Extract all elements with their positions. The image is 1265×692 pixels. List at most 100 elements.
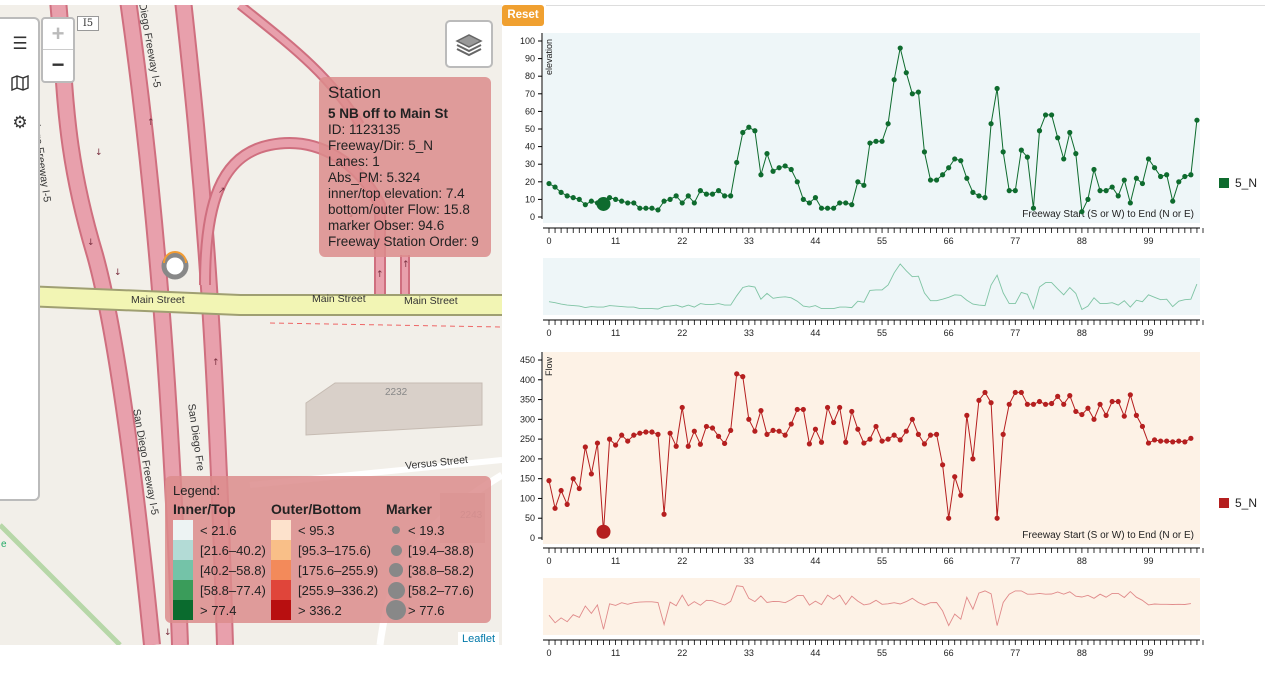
y-tick-label: 250 [520,434,535,444]
data-point [1012,188,1018,194]
data-point [812,195,819,201]
data-point [1079,411,1085,418]
legend-swatch [173,580,193,600]
data-point [637,430,643,436]
x-tick-label: 55 [877,328,887,338]
data-point [770,427,776,434]
charts-area[interactable]: 0 10 20 30 40 50 60 70 80 90 100 elevation Freeway S… [505,0,1265,692]
data-point [855,179,861,185]
map-edge-letter: e [1,539,7,550]
data-point [909,416,915,422]
data-point [933,431,940,437]
data-point [885,436,891,442]
legend-label: [175.6–255.9) [298,562,379,578]
legend-swatch [271,540,291,560]
gear-icon[interactable]: ⚙ [12,113,28,132]
data-point [952,156,958,162]
layers-button[interactable] [445,20,493,68]
data-point [703,423,710,430]
popup-title: Station [328,83,381,102]
x-tick-label: 88 [1077,236,1087,246]
data-point [1036,398,1043,405]
chart-background [543,352,1200,544]
y-tick-label: 450 [520,355,535,365]
data-point [788,421,794,427]
data-point [1194,117,1200,123]
data-point [1006,401,1012,407]
leaflet-attribution[interactable]: Leaflet [458,632,500,645]
y-axis-label: elevation [544,39,554,75]
data-point [570,476,576,482]
popup-line: Freeway/Dir: 5_N [328,138,434,153]
legend-swatch [173,560,193,580]
legend-marker-dot [387,581,405,599]
data-point [1055,393,1061,399]
legend-swatch [173,600,193,620]
mini-series-line [548,263,1198,311]
svg-text:↓: ↓ [114,268,122,278]
map[interactable]: ↑↓↓ ↑↓↓ ↗↑↑ ↘↓ Main Street Main Street M… [0,5,502,645]
data-point [1145,440,1152,446]
data-point [655,207,661,213]
data-point [927,432,934,438]
data-point [1085,405,1091,411]
data-point [915,89,921,95]
data-point [1067,393,1073,399]
data-point [722,193,728,199]
map-icon[interactable] [9,72,31,94]
menu-icon[interactable]: ☰ [12,34,28,53]
chart-legend-flow: 5_N [1219,496,1257,510]
y-tick-label: 150 [520,474,535,484]
data-point [1073,151,1079,157]
data-point [1067,129,1073,136]
svg-text:↓: ↓ [95,148,103,158]
data-point [1164,438,1170,444]
x-tick-label: 0 [546,556,551,566]
y-tick-label: 60 [525,106,535,116]
data-point [885,121,891,127]
data-point [1018,389,1024,396]
data-point [1061,156,1067,162]
data-point [873,138,879,144]
data-point [1182,439,1188,445]
y-tick-label: 400 [520,375,535,385]
data-point [558,487,564,494]
data-point [1115,193,1121,199]
data-point [1073,408,1079,415]
data-point [758,408,764,414]
data-point [746,416,752,422]
zoom-in-button[interactable]: + [43,19,73,50]
mini-chart-background [543,578,1200,635]
data-point [861,440,867,446]
data-point [740,129,746,136]
data-point [1127,392,1133,398]
y-tick-label: 0 [530,533,535,543]
popup-line: bottom/outer Flow: 15.8 [328,202,470,217]
data-point [1109,398,1115,405]
x-tick-label: 77 [1010,328,1020,338]
data-point [1024,401,1030,407]
data-point [631,200,637,206]
x-tick-label: 77 [1010,556,1020,566]
zoom-out-button[interactable]: − [51,52,65,77]
reset-button[interactable]: Reset [502,5,544,26]
data-point [964,175,970,181]
legend-label: > 336.2 [298,602,342,618]
data-point [831,205,837,211]
data-point [564,193,570,199]
data-point [613,442,619,448]
x-tick-label: 99 [1143,328,1153,338]
data-point [613,196,619,202]
legend-label: [21.6–40.2) [200,542,266,558]
data-point [1127,200,1133,206]
selected-station-point [596,196,611,211]
data-point [1030,205,1037,211]
popup-line: marker Obser: 94.6 [328,218,445,233]
data-point [631,432,637,438]
data-point [903,70,909,76]
data-point [1097,188,1103,194]
x-tick-label: 55 [877,236,887,246]
x-tick-label: 77 [1010,648,1020,658]
data-point [709,191,716,197]
x-tick-label: 55 [877,648,887,658]
